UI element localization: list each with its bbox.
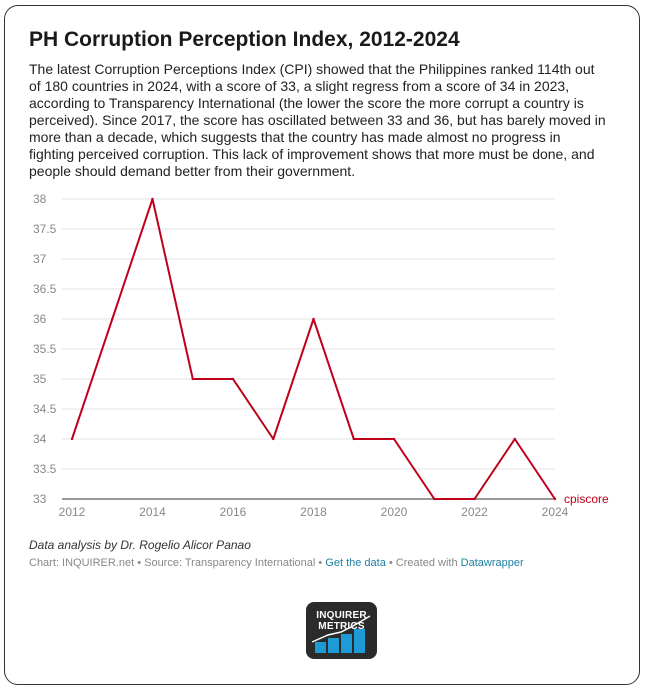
chart-title: PH Corruption Perception Index, 2012-202… — [29, 28, 460, 51]
source-text: Source: Transparency International — [144, 557, 316, 569]
footer-separator: • — [134, 557, 145, 569]
data-point — [272, 437, 275, 441]
y-tick-label: 33.5 — [33, 462, 57, 476]
x-tick-label: 2016 — [220, 505, 247, 519]
x-tick-label: 2024 — [542, 505, 569, 519]
x-tick-label: 2018 — [300, 505, 327, 519]
data-point — [231, 377, 235, 381]
y-tick-label: 37 — [33, 252, 47, 266]
y-tick-label: 36.5 — [33, 282, 57, 296]
logo-bars-icon — [311, 615, 371, 653]
series-line-layer — [70, 197, 557, 501]
get-the-data-link[interactable]: Get the data — [325, 557, 386, 569]
y-tick-label: 33 — [33, 492, 47, 506]
chart-credit: Chart: INQUIRER.net — [29, 557, 135, 569]
logo-text-line1: INQUIRER — [316, 610, 367, 621]
x-tick-label: 2012 — [59, 505, 86, 519]
footer-separator: • — [315, 557, 326, 569]
series-label-layer: cpiscore — [564, 492, 609, 506]
inquirer-metrics-logo: INQUIRER METRICS — [306, 602, 377, 659]
y-tick-label: 34 — [33, 432, 47, 446]
y-tick-label: 35 — [33, 372, 47, 386]
y-tick-label: 38 — [33, 192, 47, 206]
series-label: cpiscore — [564, 492, 609, 506]
y-tick-label: 37.5 — [33, 222, 57, 236]
y-axis-ticks: 33 33.5 34 34.5 35 35.5 36 36.5 37 37.5 38 — [33, 192, 57, 506]
data-point — [433, 497, 436, 501]
data-point — [151, 197, 154, 201]
x-tick-label: 2020 — [381, 505, 408, 519]
gridlines — [62, 198, 555, 500]
x-tick-label: 2014 — [139, 505, 166, 519]
data-point — [473, 497, 476, 501]
datawrapper-link[interactable]: Datawrapper — [460, 557, 524, 569]
logo-text-line2: METRICS — [318, 621, 365, 632]
data-point — [553, 497, 557, 501]
chart-footer: Chart: INQUIRER.net • Source: Transparen… — [29, 557, 524, 569]
footer-separator: • — [385, 557, 396, 569]
created-with-text: Created with — [395, 557, 458, 569]
data-point — [513, 437, 516, 441]
data-point — [191, 377, 194, 381]
data-point — [312, 317, 315, 321]
y-tick-label: 36 — [33, 312, 47, 326]
data-point — [352, 437, 355, 441]
data-point — [111, 317, 114, 321]
y-tick-label: 34.5 — [33, 402, 57, 416]
data-point — [70, 437, 74, 441]
y-tick-label: 35.5 — [33, 342, 57, 356]
x-axis-ticks: 2012 2014 2016 2018 2020 2022 2024 — [59, 505, 569, 519]
chart-description: The latest Corruption Perceptions Index … — [29, 61, 606, 179]
x-tick-label: 2022 — [461, 505, 488, 519]
data-point — [392, 437, 396, 441]
analysis-note: Data analysis by Dr. Rogelio Alicor Pana… — [29, 538, 251, 552]
